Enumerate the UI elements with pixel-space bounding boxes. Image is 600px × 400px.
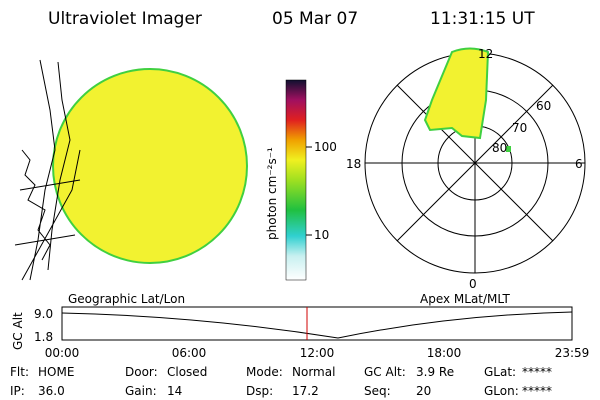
colorbar — [285, 79, 307, 281]
colorbar-tick-label: 100 — [314, 140, 337, 154]
time: 11:31:15 UT — [430, 9, 535, 29]
altitude-curve — [61, 311, 573, 339]
polar-spokes — [365, 53, 585, 273]
timeline-ytick: 1.8 — [34, 330, 53, 344]
status-value: Normal — [292, 365, 335, 379]
status-value: 3.9 Re — [416, 365, 454, 379]
status-label: Gain: — [125, 384, 157, 398]
colorbar-tick-label: 10 — [314, 228, 329, 242]
status-value: 36.0 — [38, 384, 65, 398]
timeline-xtick: 00:00 — [45, 346, 80, 360]
status-value: 20 — [416, 384, 431, 398]
timeline-xtick: 06:00 — [172, 346, 207, 360]
status-label: Seq: — [364, 384, 391, 398]
colorbar-label: photon cm⁻²s⁻¹ — [265, 147, 279, 240]
status-value: ***** — [522, 365, 552, 379]
status-value: ***** — [522, 384, 552, 398]
status-label: GC Alt: — [364, 365, 406, 379]
globe-disk — [52, 68, 248, 264]
lat-label: 70 — [512, 121, 527, 135]
timeline-xtick: 23:59 — [555, 346, 590, 360]
status-value: 17.2 — [292, 384, 319, 398]
status-label: Mode: — [246, 365, 283, 379]
timeline-frame — [61, 306, 573, 341]
timeline-ylabel: GC Alt — [11, 312, 25, 350]
lat-label: 80 — [492, 141, 507, 155]
status-label: GLat: — [484, 365, 516, 379]
status-value: Closed — [167, 365, 207, 379]
caption: Geographic Lat/Lon — [68, 292, 185, 306]
globe — [14, 59, 248, 281]
status-value: 14 — [167, 384, 182, 398]
status-label: GLon: — [484, 384, 519, 398]
mlt-label: 6 — [575, 157, 583, 171]
status-label: Dsp: — [246, 384, 273, 398]
status-value: HOME — [38, 365, 74, 379]
coastlines — [14, 59, 81, 281]
status: Flt: HOME Door: Closed Mode: Normal GC Alt: 3.9… — [10, 365, 552, 398]
status-label: IP: — [10, 384, 25, 398]
timeline-ytick: 9.0 — [34, 307, 53, 321]
timeline-xtick: 12:00 — [300, 346, 335, 360]
status-label: Flt: — [10, 365, 29, 379]
mlt-label: 12 — [478, 47, 493, 61]
date: 05 Mar 07 — [272, 9, 358, 29]
aurora — [423, 47, 490, 140]
lat-label: 60 — [536, 99, 551, 113]
mlt-label: 18 — [346, 157, 361, 171]
status-label: Door: — [125, 365, 158, 379]
timeline-xtick: 18:00 — [427, 346, 462, 360]
title: Ultraviolet Imager — [48, 9, 202, 29]
mlt-label: 0 — [469, 277, 477, 291]
caption: Apex MLat/MLT — [420, 292, 510, 306]
aurora-spot — [506, 146, 511, 152]
